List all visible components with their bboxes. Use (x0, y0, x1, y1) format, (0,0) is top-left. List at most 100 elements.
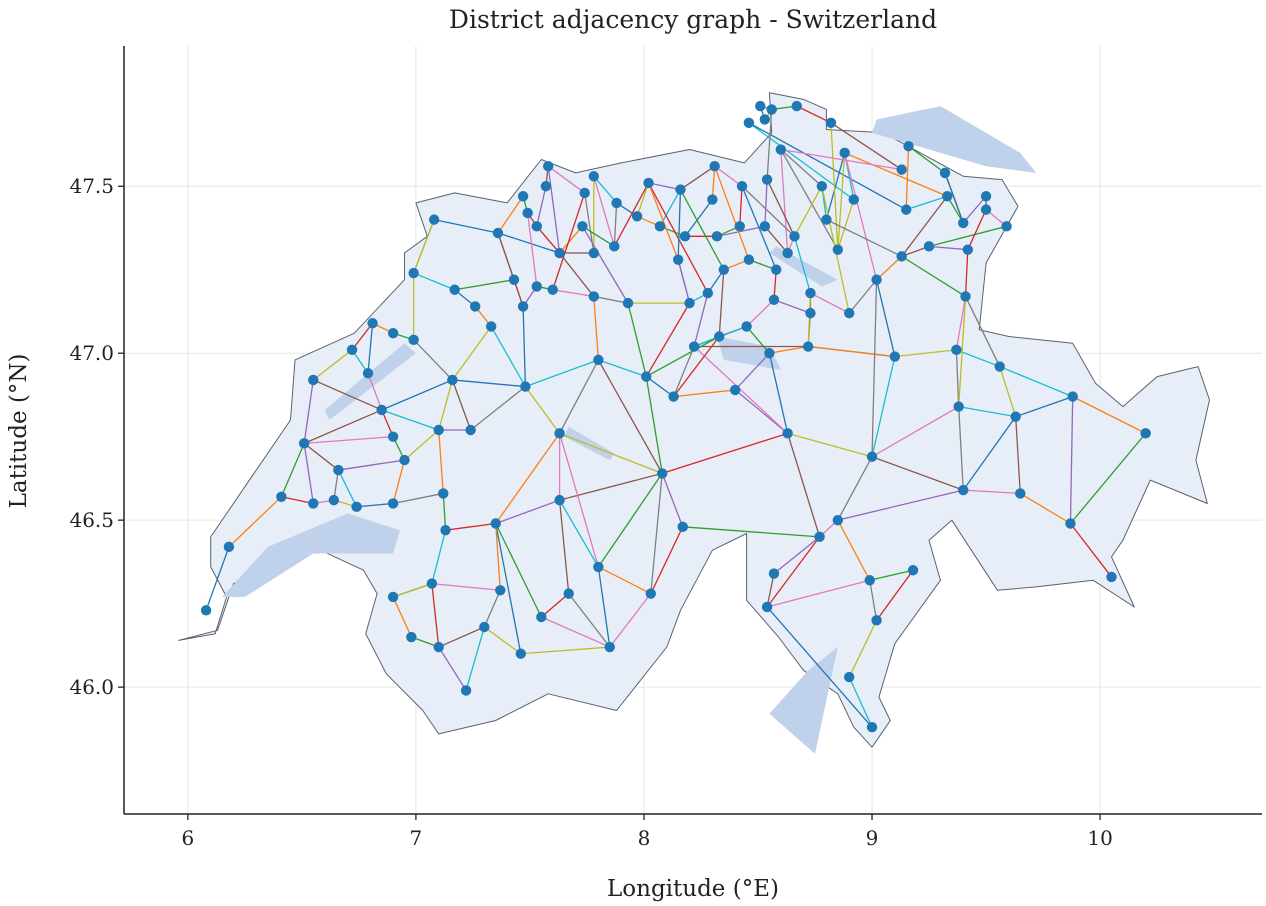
edge-242 (679, 189, 725, 271)
edge-251 (647, 182, 679, 260)
edge-44 (495, 499, 560, 525)
district-node-36 (593, 354, 604, 366)
edge-29 (431, 530, 447, 584)
district-node-39 (729, 384, 741, 396)
district-node-63 (547, 284, 558, 295)
edge-126 (367, 373, 383, 411)
edge-103 (1069, 523, 1112, 578)
edge-180 (748, 122, 907, 211)
edge-34 (438, 646, 467, 691)
district-node-46 (764, 348, 775, 359)
edge-268 (958, 296, 967, 407)
district-node-87 (958, 484, 969, 496)
edge-206 (593, 176, 615, 247)
district-node-60 (508, 274, 520, 285)
district-node-134 (759, 114, 771, 125)
district-node-95 (844, 671, 855, 683)
edge-97 (955, 349, 960, 407)
district-node-114 (672, 254, 684, 265)
edge-33 (431, 583, 440, 648)
edge-150 (522, 306, 527, 387)
district-node-61 (517, 301, 529, 312)
district-node-86 (1015, 488, 1026, 499)
district-node-84 (1067, 391, 1078, 402)
edge-246 (527, 212, 538, 287)
edge-106 (963, 489, 1021, 495)
district-node-66 (684, 297, 695, 309)
district-node-83 (1010, 411, 1021, 422)
district-node-23 (554, 494, 565, 506)
district-node-14 (426, 578, 438, 589)
edge-55 (559, 472, 663, 501)
district-node-135 (766, 104, 777, 115)
lake-3 (716, 336, 781, 370)
district-node-98 (492, 227, 504, 239)
district-node-0 (200, 605, 212, 616)
edge-192 (582, 225, 615, 247)
district-node-71 (771, 264, 782, 275)
district-node-143 (958, 217, 969, 229)
edge-227 (766, 109, 773, 180)
edge-81 (495, 432, 561, 524)
y-tick-label-0: 46.0 (69, 675, 114, 699)
edge-236 (844, 152, 878, 280)
edge-43 (540, 593, 570, 618)
district-node-6 (333, 464, 344, 476)
district-node-111 (631, 211, 643, 222)
district-node-125 (782, 247, 793, 259)
edge-235 (901, 195, 948, 257)
edge-14 (338, 459, 405, 471)
edge-203 (536, 225, 561, 254)
edge-160 (434, 218, 499, 234)
edge-3 (281, 496, 314, 505)
district-node-136 (791, 100, 802, 112)
district-node-144 (980, 191, 992, 202)
lake-5 (769, 647, 838, 754)
edge-184 (962, 195, 987, 224)
district-node-142 (942, 191, 953, 202)
edge-232 (928, 225, 1007, 247)
district-node-48 (714, 331, 725, 342)
district-node-70 (768, 294, 780, 305)
y-tick-label-3: 47.5 (69, 174, 114, 198)
edge-210 (684, 199, 713, 237)
district-node-58 (470, 301, 481, 312)
edge-68 (787, 432, 873, 458)
edge-2 (280, 443, 305, 498)
edge-201 (844, 152, 948, 197)
district-node-110 (611, 197, 622, 209)
district-node-75 (871, 274, 882, 285)
district-node-16 (460, 685, 472, 696)
edge-158 (807, 293, 812, 347)
edge-23 (445, 522, 496, 531)
edge-262 (645, 335, 720, 378)
district-node-94 (871, 615, 882, 626)
district-node-109 (609, 241, 620, 252)
edge-42 (495, 523, 542, 618)
district-node-124 (789, 231, 800, 242)
district-node-80 (951, 344, 962, 356)
edge-118 (312, 349, 353, 381)
edge-16 (304, 436, 394, 445)
edge-93 (876, 569, 914, 621)
edge-80 (452, 379, 526, 388)
edge-181 (905, 146, 910, 210)
district-node-120 (734, 221, 745, 232)
edge-49 (559, 499, 599, 568)
district-node-108 (577, 221, 588, 232)
edge-124 (303, 379, 314, 444)
edge-207 (613, 202, 618, 247)
district-node-78 (962, 244, 974, 255)
district-node-146 (1001, 221, 1012, 232)
district-node-119 (711, 231, 723, 242)
edge-149 (490, 326, 526, 387)
district-node-103 (542, 161, 554, 172)
edge-233 (967, 209, 987, 250)
edge-169 (593, 175, 618, 204)
edge-113 (964, 249, 969, 297)
edge-39 (465, 626, 485, 691)
edge-148 (451, 326, 492, 381)
district-node-99 (517, 191, 529, 202)
edge-92 (869, 569, 914, 581)
edge-46 (541, 616, 611, 648)
